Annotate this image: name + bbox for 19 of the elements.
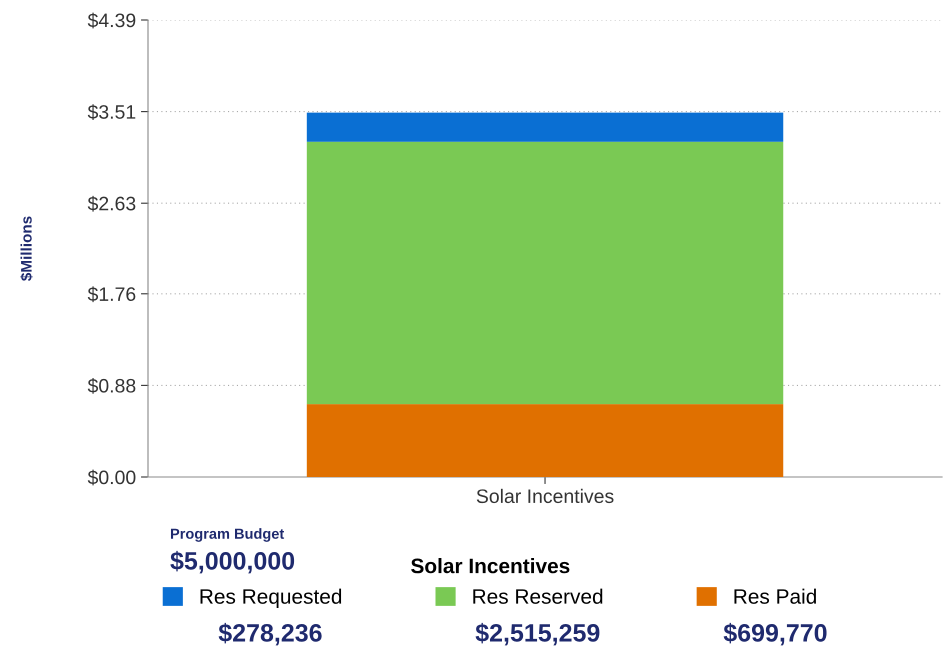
legend-label: Res Reserved	[473, 588, 602, 604]
bar	[306, 142, 784, 404]
y-tick-label: $0.88	[88, 378, 136, 394]
bar	[306, 404, 784, 477]
bar	[306, 112, 784, 142]
text: $5,000,000	[170, 550, 294, 574]
y-axis-title: $Millions	[20, 216, 33, 281]
text: $2,515,259	[476, 622, 600, 646]
y-tick-label: $4.39	[88, 12, 136, 28]
y-tick-label: $1.76	[88, 286, 136, 302]
text: Program Budget	[170, 528, 284, 542]
y-tick-label: $3.51	[88, 104, 136, 120]
y-tick-label: $2.63	[88, 196, 136, 212]
legend-title: Solar Incentives	[411, 558, 570, 574]
text: $278,236	[218, 622, 322, 646]
y-tick-label: $0.00	[88, 470, 136, 486]
text: $699,770	[724, 622, 827, 646]
legend-label: Res Paid	[734, 588, 816, 604]
legend-label: Res Requested	[200, 588, 342, 608]
